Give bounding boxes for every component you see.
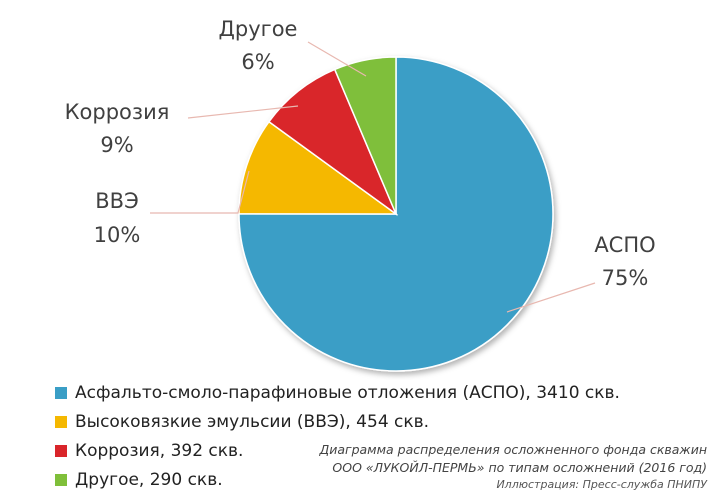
legend-swatch-aspo bbox=[55, 386, 67, 399]
slice-percent-aspo: 75% bbox=[602, 266, 649, 290]
slice-label-aspo: АСПО bbox=[594, 233, 655, 257]
legend-item-aspo: Асфальто-смоло-парафиновые отложения (АС… bbox=[55, 378, 620, 407]
legend-swatch-corrosion bbox=[55, 444, 67, 457]
caption-line-2: ООО «ЛУКОЙЛ-ПЕРМЬ» по типам осложнений (… bbox=[332, 460, 707, 475]
legend: Асфальто-смоло-парафиновые отложения (АС… bbox=[55, 378, 620, 494]
slice-percent-other: 6% bbox=[241, 50, 274, 74]
legend-item-corrosion: Коррозия, 392 скв. bbox=[55, 436, 620, 465]
pie-slice-other bbox=[333, 56, 397, 215]
slice-label-corrosion: Коррозия bbox=[65, 100, 170, 124]
chart-caption: Диаграмма распределения осложненного фон… bbox=[319, 441, 707, 493]
slice-percent-corrosion: 9% bbox=[100, 133, 133, 157]
legend-swatch-vve bbox=[55, 415, 67, 428]
leader-line-other bbox=[307, 41, 367, 77]
pie-chart: АСПО 75% ВВЭ 10% Коррозия 9% Другое 6% bbox=[65, 17, 656, 372]
pie-slice-aspo bbox=[238, 56, 554, 372]
slice-label-vve: ВВЭ bbox=[95, 189, 138, 213]
legend-label-other: Другое, 290 скв. bbox=[75, 469, 223, 490]
legend-label-vve: Высоковязкие эмульсии (ВВЭ), 454 скв. bbox=[75, 411, 430, 432]
legend-label-aspo: Асфальто-смоло-парафиновые отложения (АС… bbox=[75, 382, 620, 403]
slice-labels: АСПО 75% ВВЭ 10% Коррозия 9% Другое 6% bbox=[65, 17, 656, 290]
leader-line-vve bbox=[150, 170, 250, 214]
legend-label-corrosion: Коррозия, 392 скв. bbox=[75, 440, 244, 461]
pie-slice-corrosion bbox=[267, 68, 398, 217]
legend-item-vve: Высоковязкие эмульсии (ВВЭ), 454 скв. bbox=[55, 407, 620, 436]
legend-swatch-other bbox=[55, 473, 67, 486]
caption-line-1: Диаграмма распределения осложненного фон… bbox=[319, 442, 707, 457]
pie-slices bbox=[238, 56, 554, 372]
slice-percent-vve: 10% bbox=[94, 223, 141, 247]
caption-credit: Иллюстрация: Пресс-служба ПНИПУ bbox=[496, 478, 707, 491]
leader-lines bbox=[150, 41, 596, 313]
leader-line-aspo bbox=[506, 282, 596, 313]
legend-item-other: Другое, 290 скв. bbox=[55, 465, 620, 494]
leader-line-corrosion bbox=[187, 105, 299, 119]
slice-label-other: Другое bbox=[219, 17, 298, 41]
